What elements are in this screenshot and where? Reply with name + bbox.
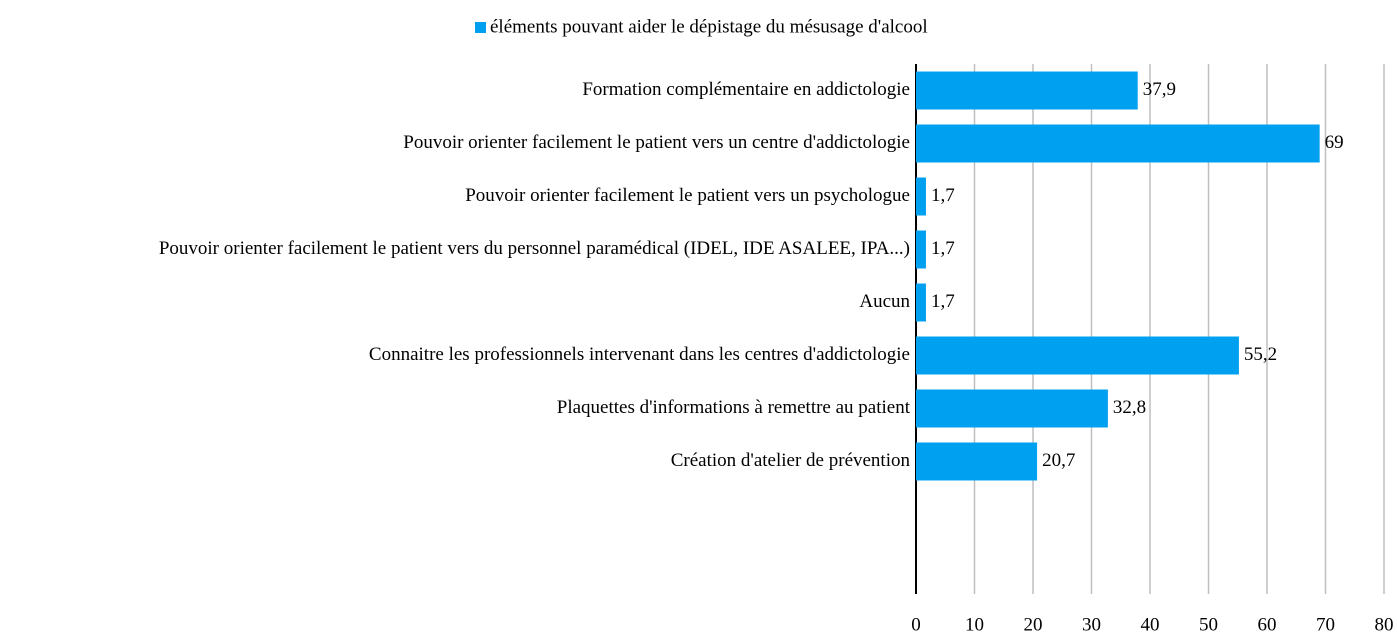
y-tick-label: Plaquettes d'informations à remettre au … (557, 397, 911, 418)
bar (916, 71, 1138, 110)
bar (916, 389, 1108, 428)
data-label: 1,7 (931, 185, 955, 206)
bar (916, 336, 1239, 375)
y-tick-label: Formation complémentaire en addictologie (582, 79, 910, 100)
x-tick-label: 0 (911, 614, 921, 635)
y-tick-label: Pouvoir orienter facilement le patient v… (159, 238, 910, 259)
y-tick-label: Connaitre les professionnels intervenant… (369, 344, 910, 365)
y-tick-label: Pouvoir orienter facilement le patient v… (403, 132, 910, 153)
legend-swatch (475, 22, 486, 33)
bar (916, 442, 1038, 481)
data-label: 32,8 (1113, 397, 1146, 418)
data-label: 55,2 (1244, 344, 1277, 365)
y-tick-label: Aucun (859, 291, 910, 312)
x-tick-label: 60 (1258, 614, 1277, 635)
y-tick-label: Pouvoir orienter facilement le patient v… (465, 185, 910, 206)
x-tick-label: 30 (1082, 614, 1101, 635)
x-tick-label: 50 (1199, 614, 1218, 635)
bar (916, 230, 926, 269)
y-tick-label: Création d'atelier de prévention (671, 450, 911, 471)
data-label: 1,7 (931, 238, 955, 259)
x-tick-label: 10 (965, 614, 984, 635)
data-label: 69 (1325, 132, 1344, 153)
x-tick-label: 80 (1375, 614, 1394, 635)
x-tick-label: 20 (1024, 614, 1043, 635)
x-tick-label: 40 (1141, 614, 1160, 635)
bar (916, 177, 926, 216)
bar (916, 283, 926, 322)
data-label: 20,7 (1042, 450, 1075, 471)
data-label: 1,7 (931, 291, 955, 312)
bar (916, 124, 1320, 163)
data-label: 37,9 (1143, 79, 1176, 100)
x-tick-label: 70 (1316, 614, 1335, 635)
legend-label: éléments pouvant aider le dépistage du m… (490, 16, 928, 37)
